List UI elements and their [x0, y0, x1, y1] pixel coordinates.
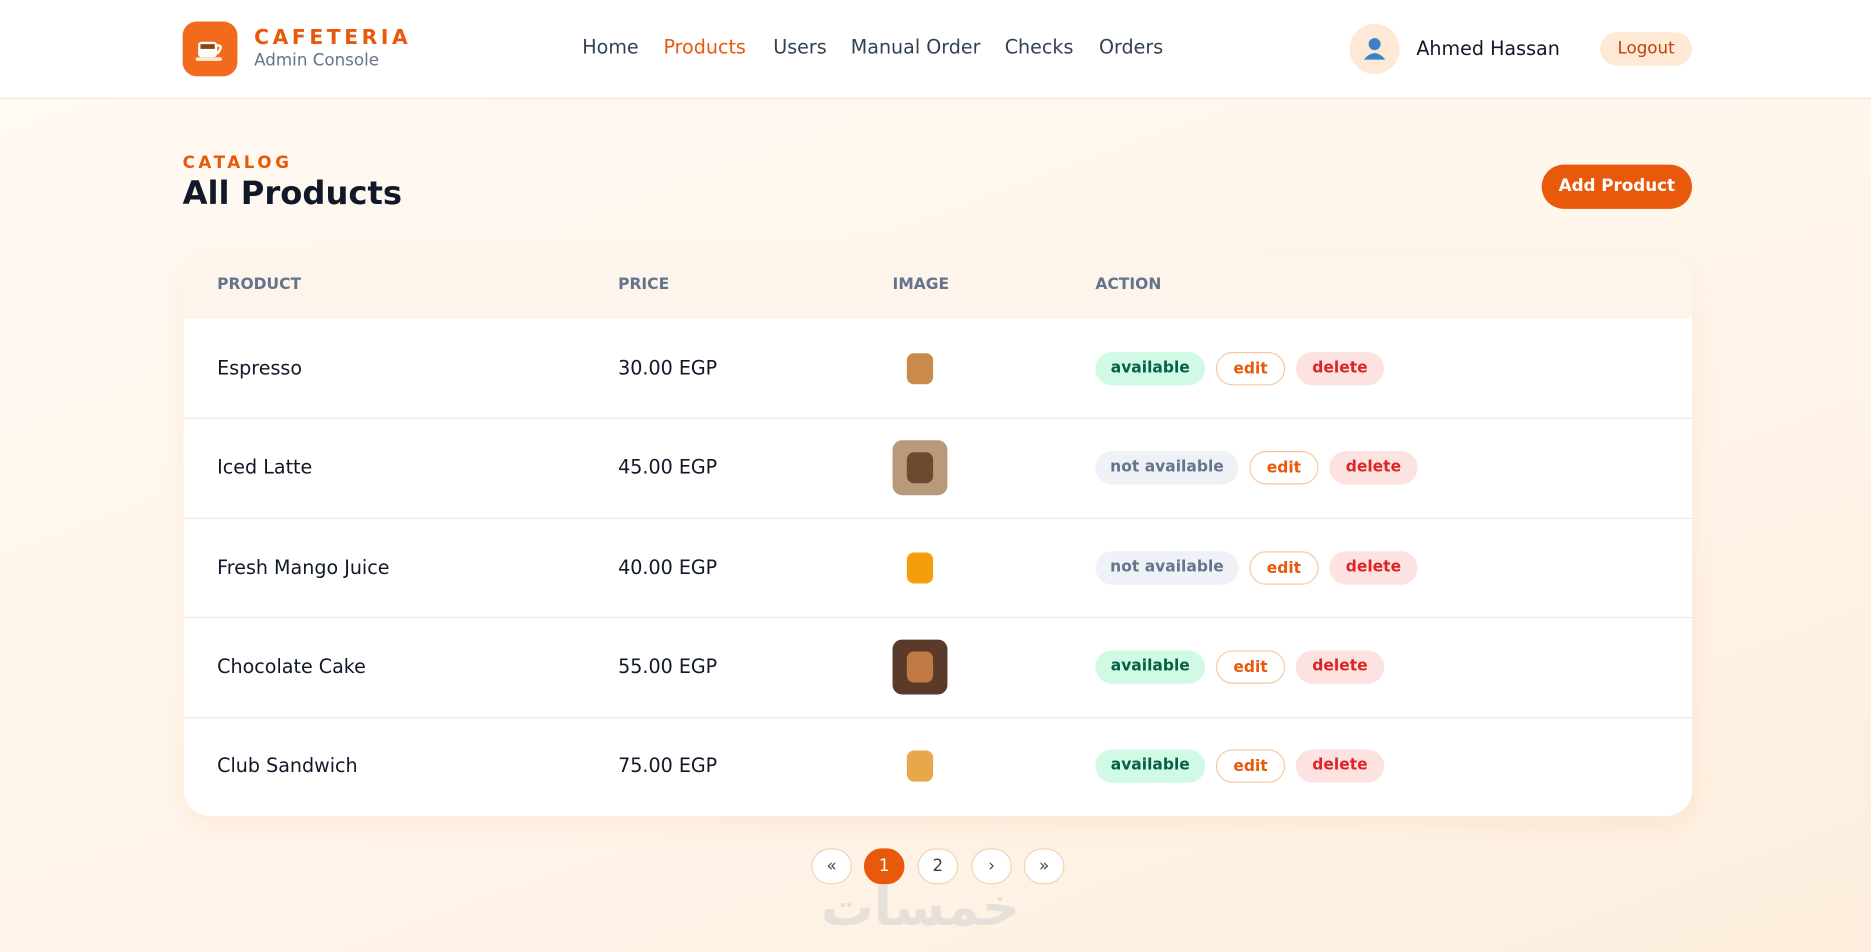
nav-link[interactable]: Products: [663, 35, 746, 59]
top-bar: CAFETERIA Admin Console Home Products User…: [0, 0, 1871, 100]
status-badge: available: [1095, 650, 1206, 684]
status-badge: available: [1095, 749, 1206, 784]
nav-link[interactable]: Users: [773, 35, 827, 59]
table-header: [183, 252, 1693, 319]
delete-button[interactable]: delete: [1295, 650, 1385, 684]
add-product-button[interactable]: Add Product: [1541, 164, 1693, 209]
product-image: [892, 738, 948, 794]
avatar: [1349, 23, 1400, 74]
status-badge: not available: [1095, 451, 1239, 485]
page-button[interactable]: 2: [917, 848, 959, 885]
edit-button[interactable]: edit: [1249, 550, 1319, 585]
nav-link[interactable]: Manual Order: [850, 35, 981, 59]
product-price: 75.00 EGP: [618, 754, 718, 778]
nav-link[interactable]: Orders: [1098, 35, 1164, 59]
product-image-shape: [906, 452, 934, 484]
product-image-shape: [906, 651, 934, 683]
product-name: Espresso: [217, 356, 303, 380]
page-button[interactable]: «: [811, 848, 852, 885]
column-header: IMAGE: [892, 275, 950, 294]
brand: CAFETERIA: [254, 26, 412, 51]
brand-subtitle: Admin Console: [254, 51, 380, 71]
delete-button[interactable]: delete: [1329, 550, 1418, 585]
watermark: خمسات: [820, 877, 1020, 938]
products-table: PRODUCT PRICE IMAGE ACTION Espresso 30.00 EGP…: [183, 252, 1693, 817]
product-image: [892, 340, 948, 396]
row-divider: [183, 418, 1693, 420]
edit-button[interactable]: edit: [1215, 650, 1286, 684]
product-price: 55.00 EGP: [618, 654, 718, 678]
delete-button[interactable]: delete: [1329, 451, 1418, 485]
column-header: ACTION: [1095, 275, 1162, 294]
edit-button[interactable]: edit: [1215, 351, 1286, 386]
edit-button[interactable]: edit: [1215, 749, 1286, 784]
product-image: [892, 539, 948, 595]
row-divider: [183, 517, 1693, 519]
status-badge: not available: [1095, 550, 1239, 585]
product-image: [892, 440, 948, 496]
product-name: Club Sandwich: [217, 754, 358, 778]
product-price: 30.00 EGP: [618, 356, 718, 380]
product-name: Chocolate Cake: [217, 654, 366, 678]
delete-button[interactable]: delete: [1295, 749, 1385, 784]
product-name: Fresh Mango Juice: [217, 555, 390, 579]
row-divider: [183, 716, 1693, 718]
logout-button[interactable]: Logout: [1600, 32, 1693, 66]
page-button[interactable]: ›: [971, 848, 1012, 885]
product-price: 45.00 EGP: [618, 455, 718, 479]
product-name: Iced Latte: [217, 455, 313, 479]
page-button[interactable]: 1: [863, 848, 905, 885]
page-title: All Products: [182, 175, 403, 213]
column-header: PRICE: [618, 275, 670, 294]
edit-button[interactable]: edit: [1249, 451, 1319, 485]
user-name: Ahmed Hassan: [1416, 36, 1560, 60]
product-image-shape: [906, 352, 934, 384]
column-header: PRODUCT: [217, 275, 302, 294]
delete-button[interactable]: delete: [1295, 351, 1385, 386]
nav-link[interactable]: Checks: [1004, 35, 1074, 59]
product-price: 40.00 EGP: [618, 555, 718, 579]
row-divider: [183, 617, 1693, 619]
status-badge: available: [1095, 351, 1206, 386]
product-image: [892, 639, 948, 695]
eyebrow: CATALOG: [182, 153, 293, 174]
nav-link[interactable]: Home: [582, 35, 639, 59]
page-button[interactable]: »: [1023, 848, 1065, 885]
product-image-shape: [906, 551, 934, 583]
logo: [182, 21, 238, 77]
product-image-shape: [906, 750, 934, 782]
